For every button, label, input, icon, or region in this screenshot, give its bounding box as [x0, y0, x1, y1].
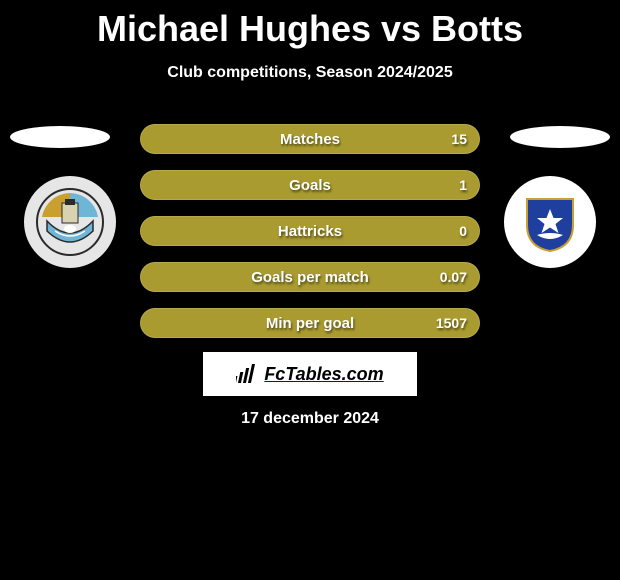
- stat-label: Matches: [280, 131, 340, 148]
- stat-row-goals-per-match: Goals per match 0.07: [140, 262, 480, 292]
- stat-row-hattricks: Hattricks 0: [140, 216, 480, 246]
- fctables-link[interactable]: FcTables.com: [203, 352, 417, 396]
- player-right-photo-placeholder: [510, 126, 610, 148]
- stat-value: 0.07: [440, 269, 467, 285]
- stat-label: Goals per match: [251, 269, 369, 286]
- stat-value: 0: [459, 223, 467, 239]
- page-subtitle: Club competitions, Season 2024/2025: [0, 64, 620, 82]
- club-crest-right: [504, 176, 596, 268]
- stat-label: Hattricks: [278, 223, 342, 240]
- stat-value: 1: [459, 177, 467, 193]
- club-crest-left: [24, 176, 116, 268]
- stat-label: Goals: [289, 177, 331, 194]
- fctables-logo-text: FcTables.com: [264, 364, 383, 385]
- stat-value: 1507: [436, 315, 467, 331]
- player-left-photo-placeholder: [10, 126, 110, 148]
- portsmouth-crest-icon: [504, 176, 596, 268]
- stats-panel: Matches 15 Goals 1 Hattricks 0 Goals per…: [140, 124, 480, 354]
- stat-row-matches: Matches 15: [140, 124, 480, 154]
- bar-chart-icon: [236, 364, 258, 384]
- stat-label: Min per goal: [266, 315, 354, 332]
- page-title: Michael Hughes vs Botts: [0, 0, 620, 50]
- stat-row-min-per-goal: Min per goal 1507: [140, 308, 480, 338]
- stat-value: 15: [451, 131, 467, 147]
- snapshot-date: 17 december 2024: [0, 410, 620, 428]
- coventry-crest-icon: [24, 176, 116, 268]
- stat-row-goals: Goals 1: [140, 170, 480, 200]
